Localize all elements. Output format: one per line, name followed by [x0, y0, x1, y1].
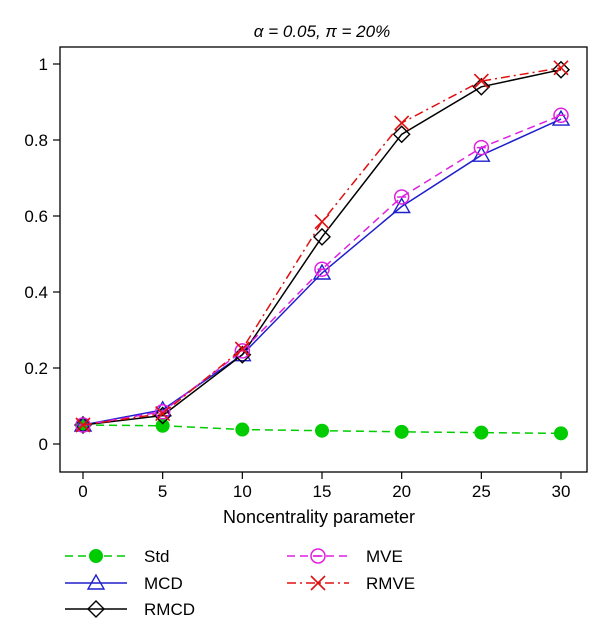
- legend-label: RMCD: [144, 600, 195, 619]
- legend-marker: [89, 549, 103, 563]
- data-point: [394, 424, 409, 439]
- y-tick-label: 0.8: [24, 131, 48, 150]
- series-mcd: [73, 109, 571, 432]
- legend-marker: [86, 573, 106, 590]
- x-tick-label: 20: [392, 482, 411, 501]
- data-point: [314, 214, 330, 230]
- x-tick-label: 15: [313, 482, 332, 501]
- x-axis-label: Noncentrality parameter: [223, 507, 415, 527]
- legend-item-rmcd: RMCD: [65, 600, 195, 619]
- data-point: [235, 422, 250, 437]
- data-point: [233, 345, 252, 364]
- legend-item-mve: MVE: [287, 547, 403, 566]
- series-line: [82, 118, 562, 426]
- data-point: [74, 416, 92, 434]
- y-tick-label: 1: [39, 55, 48, 74]
- x-tick-label: 0: [78, 482, 87, 501]
- data-point: [313, 227, 331, 246]
- data-point: [392, 125, 411, 144]
- series-line: [82, 67, 562, 426]
- data-point: [75, 417, 91, 433]
- legend-marker: [87, 600, 105, 618]
- legend-label: MCD: [144, 574, 183, 593]
- x-tick-label: 5: [158, 482, 167, 501]
- axes: 0 5 10 15 20 25 30 0 0.2 0.4 0.6 0.8 1: [24, 55, 570, 501]
- y-tick-label: 0.4: [24, 283, 48, 302]
- series-rmve: [75, 60, 569, 433]
- legend-item-std: Std: [65, 547, 170, 566]
- data-point: [393, 189, 410, 205]
- data-point: [315, 423, 329, 438]
- data-point: [552, 60, 570, 79]
- legend: Std MCD RMCD MVE RMVE: [65, 547, 415, 619]
- data-point: [473, 139, 490, 156]
- series-rmcd: [74, 60, 570, 434]
- x-tick-label: 25: [472, 482, 491, 501]
- series-line: [82, 68, 562, 426]
- legend-item-mcd: MCD: [65, 573, 183, 593]
- data-point: [312, 263, 332, 280]
- data-point: [473, 73, 489, 89]
- legend-label: MVE: [366, 547, 403, 566]
- y-tick-label: 0.6: [24, 207, 48, 226]
- y-tick-label: 0: [39, 435, 48, 454]
- data-point: [394, 115, 410, 131]
- data-point: [153, 406, 172, 425]
- plot-frame: [59, 46, 588, 473]
- legend-marker: [310, 575, 326, 591]
- legend-marker: [310, 548, 326, 564]
- legend-label: Std: [144, 547, 170, 566]
- series-mve: [75, 107, 569, 433]
- data-point: [234, 341, 250, 357]
- x-tick-label: 10: [233, 482, 252, 501]
- data-point: [553, 107, 569, 124]
- data-point: [472, 77, 491, 96]
- x-tick-label: 30: [552, 482, 571, 501]
- data-point: [314, 261, 330, 277]
- data-point: [155, 406, 171, 422]
- data-point: [554, 426, 568, 441]
- series-std: [76, 418, 568, 441]
- chart-title: α = 0.05, π = 20%: [254, 22, 390, 41]
- data-point: [474, 425, 489, 440]
- data-point: [551, 109, 571, 126]
- data-point: [553, 60, 569, 76]
- legend-item-rmve: RMVE: [287, 574, 415, 593]
- series-layer: [73, 60, 571, 441]
- data-point: [392, 197, 411, 214]
- legend-label: RMVE: [366, 574, 415, 593]
- data-point: [155, 418, 170, 433]
- y-tick-label: 0.2: [24, 359, 48, 378]
